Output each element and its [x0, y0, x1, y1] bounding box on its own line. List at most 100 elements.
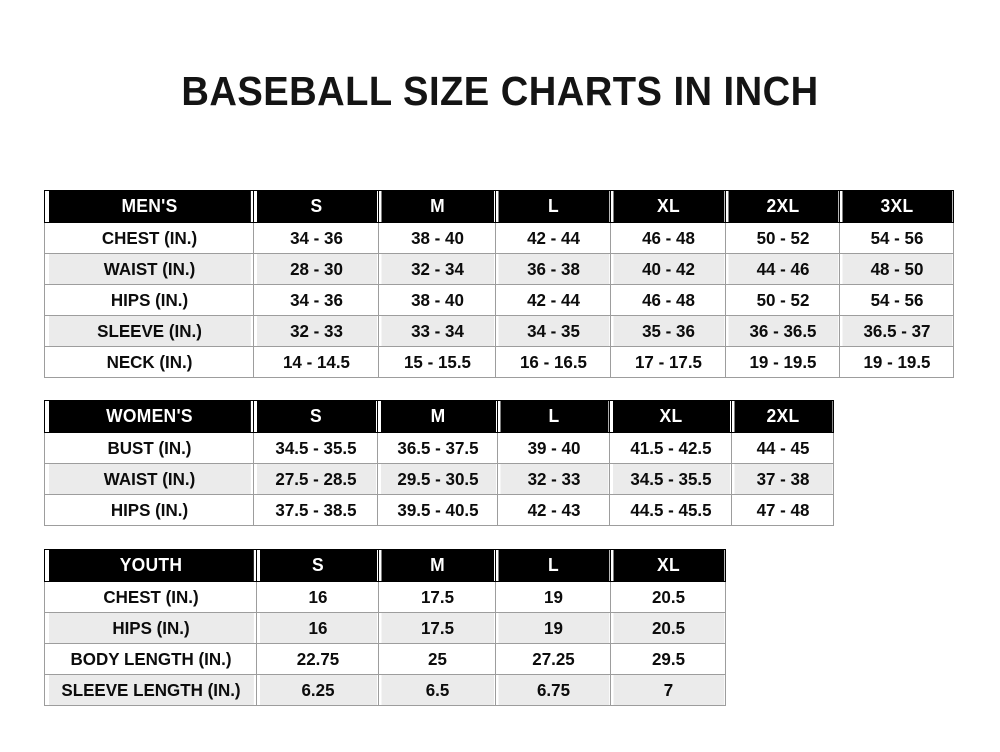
row-label: NECK (IN.): [47, 346, 251, 378]
table-row: WAIST (IN.) 28 - 30 32 - 34 36 - 38 40 - 42 4…: [45, 253, 954, 285]
womens-size-table: WOMEN'S S M L XL 2XL BUST (IN.) 34.5 - 35.5 36.…: [44, 400, 834, 526]
measurement-cell: 34 - 36: [254, 222, 378, 254]
womens-column-header-2xl: 2XL: [732, 400, 833, 433]
mens-column-header-3xl: 3XL: [840, 190, 953, 223]
measurement-cell: 6.5: [379, 674, 495, 706]
row-label: HIPS (IN.): [47, 284, 251, 316]
youth-column-header-m: M: [379, 549, 495, 582]
table-row: CHEST (IN.) 16 17.5 19 20.5: [45, 581, 726, 613]
table-row: SLEEVE (IN.) 32 - 33 33 - 34 34 - 35 35 - 36…: [45, 315, 954, 347]
measurement-cell: 39 - 40: [498, 432, 609, 464]
measurement-cell: 32 - 33: [254, 315, 378, 347]
womens-column-header-m: M: [378, 400, 497, 433]
table-row: NECK (IN.) 14 - 14.5 15 - 15.5 16 - 16.5 17 …: [45, 346, 954, 378]
measurement-cell: 54 - 56: [840, 284, 953, 316]
measurement-cell: 41.5 - 42.5: [610, 432, 731, 464]
measurement-cell: 54 - 56: [840, 222, 953, 254]
youth-table-body: CHEST (IN.) 16 17.5 19 20.5 HIPS (IN.) 16 17.5 1…: [45, 581, 726, 706]
measurement-cell: 42 - 44: [496, 284, 610, 316]
page-title: BASEBALL SIZE CHARTS IN INCH: [181, 68, 819, 114]
youth-table-category-label: YOUTH: [47, 549, 254, 582]
measurement-cell: 28 - 30: [254, 253, 378, 285]
mens-size-table: MEN'S S M L XL 2XL 3XL CHEST (IN.) 34 - 36 38 - …: [44, 190, 954, 378]
youth-column-header-xl: XL: [611, 549, 725, 582]
measurement-cell: 27.5 - 28.5: [254, 463, 377, 495]
measurement-cell: 37 - 38: [732, 463, 833, 495]
measurement-cell: 19 - 19.5: [840, 346, 953, 378]
mens-table-category-label: MEN'S: [47, 190, 251, 223]
measurement-cell: 39.5 - 40.5: [378, 494, 497, 526]
measurement-cell: 34 - 36: [254, 284, 378, 316]
measurement-cell: 32 - 33: [498, 463, 609, 495]
header-row: MEN'S S M L XL 2XL 3XL: [45, 190, 954, 223]
measurement-cell: 38 - 40: [379, 222, 495, 254]
youth-table-header: YOUTH S M L XL: [45, 549, 726, 582]
measurement-cell: 46 - 48: [611, 284, 725, 316]
youth-size-table: YOUTH S M L XL CHEST (IN.) 16 17.5 19 20.5 HIPS (…: [44, 549, 726, 706]
measurement-cell: 20.5: [611, 612, 725, 644]
measurement-cell: 27.25: [496, 643, 610, 675]
measurement-cell: 44 - 46: [726, 253, 839, 285]
row-label: BODY LENGTH (IN.): [47, 643, 254, 675]
measurement-cell: 40 - 42: [611, 253, 725, 285]
measurement-cell: 46 - 48: [611, 222, 725, 254]
measurement-cell: 36.5 - 37: [840, 315, 953, 347]
measurement-cell: 6.25: [257, 674, 378, 706]
table-row: BODY LENGTH (IN.) 22.75 25 27.25 29.5: [45, 643, 726, 675]
header-row: WOMEN'S S M L XL 2XL: [45, 400, 834, 433]
mens-column-header-m: M: [379, 190, 495, 223]
womens-column-header-l: L: [498, 400, 609, 433]
womens-column-header-s: S: [254, 400, 377, 433]
measurement-cell: 48 - 50: [840, 253, 953, 285]
mens-column-header-s: S: [254, 190, 378, 223]
measurement-cell: 29.5: [611, 643, 725, 675]
mens-column-header-l: L: [496, 190, 610, 223]
row-label: HIPS (IN.): [47, 494, 251, 526]
measurement-cell: 34.5 - 35.5: [254, 432, 377, 464]
measurement-cell: 34 - 35: [496, 315, 610, 347]
measurement-cell: 29.5 - 30.5: [378, 463, 497, 495]
measurement-cell: 37.5 - 38.5: [254, 494, 377, 526]
row-label: HIPS (IN.): [47, 612, 254, 644]
measurement-cell: 50 - 52: [726, 222, 839, 254]
measurement-cell: 19 - 19.5: [726, 346, 839, 378]
row-label: WAIST (IN.): [47, 253, 251, 285]
measurement-cell: 32 - 34: [379, 253, 495, 285]
measurement-cell: 47 - 48: [732, 494, 833, 526]
row-label: CHEST (IN.): [47, 222, 251, 254]
measurement-cell: 36.5 - 37.5: [378, 432, 497, 464]
table-row: WAIST (IN.) 27.5 - 28.5 29.5 - 30.5 32 - 33…: [45, 463, 834, 495]
measurement-cell: 25: [379, 643, 495, 675]
womens-column-header-xl: XL: [610, 400, 731, 433]
mens-table-body: CHEST (IN.) 34 - 36 38 - 40 42 - 44 46 - 48 5…: [45, 222, 954, 378]
measurement-cell: 16: [257, 581, 378, 613]
measurement-cell: 16: [257, 612, 378, 644]
measurement-cell: 6.75: [496, 674, 610, 706]
measurement-cell: 17.5: [379, 581, 495, 613]
measurement-cell: 22.75: [257, 643, 378, 675]
measurement-cell: 7: [611, 674, 725, 706]
youth-column-header-s: S: [257, 549, 378, 582]
measurement-cell: 17 - 17.5: [611, 346, 725, 378]
measurement-cell: 33 - 34: [379, 315, 495, 347]
measurement-cell: 14 - 14.5: [254, 346, 378, 378]
measurement-cell: 20.5: [611, 581, 725, 613]
measurement-cell: 15 - 15.5: [379, 346, 495, 378]
measurement-cell: 44 - 45: [732, 432, 833, 464]
measurement-cell: 50 - 52: [726, 284, 839, 316]
measurement-cell: 34.5 - 35.5: [610, 463, 731, 495]
row-label: SLEEVE (IN.): [47, 315, 251, 347]
measurement-cell: 17.5: [379, 612, 495, 644]
table-row: HIPS (IN.) 34 - 36 38 - 40 42 - 44 46 - 48 50…: [45, 284, 954, 316]
measurement-cell: 35 - 36: [611, 315, 725, 347]
measurement-cell: 44.5 - 45.5: [610, 494, 731, 526]
womens-table-header: WOMEN'S S M L XL 2XL: [45, 400, 834, 433]
table-row: HIPS (IN.) 37.5 - 38.5 39.5 - 40.5 42 - 43 4…: [45, 494, 834, 526]
womens-table-category-label: WOMEN'S: [47, 400, 251, 433]
row-label: WAIST (IN.): [47, 463, 251, 495]
measurement-cell: 42 - 44: [496, 222, 610, 254]
row-label: CHEST (IN.): [47, 581, 254, 613]
measurement-cell: 19: [496, 581, 610, 613]
row-label: BUST (IN.): [47, 432, 251, 464]
